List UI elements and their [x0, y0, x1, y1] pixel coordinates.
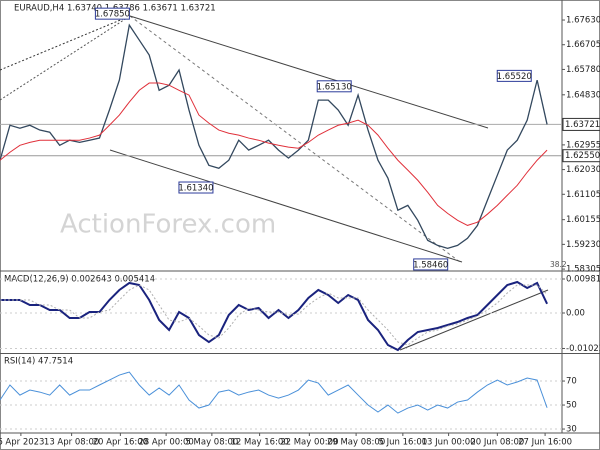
series-line — [0, 284, 548, 346]
macd-title: MACD(12,26,9) 0.002643 0.005414 — [4, 275, 155, 285]
channel-line — [109, 149, 463, 263]
annotation-label: 1.65520 — [497, 72, 532, 82]
x-tick-label: 29 May 08:00 — [327, 438, 385, 448]
y-tick-label: 1.65780 — [566, 65, 600, 75]
annotation-label: 1.61340 — [178, 184, 213, 194]
y-tick-label: 1.59230 — [566, 240, 600, 250]
x-tick-label: 12 May 16:00 — [230, 438, 288, 448]
series-line — [0, 23, 548, 250]
series-line — [0, 82, 548, 226]
x-tick-label: 22 May 00:00 — [280, 438, 338, 448]
x-tick-label: 20 Apr 16:00 — [93, 438, 148, 448]
annotation-box — [178, 181, 214, 194]
y-tick-label: 0.00 — [566, 309, 585, 319]
x-tick-label: 20 Jun 08:00 — [470, 438, 524, 448]
y-tick-label: -0.010235 — [566, 344, 600, 354]
x-tick-label: 27 Jun 16:00 — [518, 438, 572, 448]
x-tick-label: 5 Jun 16:00 — [379, 438, 428, 448]
x-tick-label: 28 Apr 00:00 — [138, 438, 193, 448]
trend-line — [0, 15, 131, 101]
y-tick-label: 1.61105 — [566, 190, 600, 200]
y-tick-label: 1.64830 — [566, 90, 600, 100]
price-tag-label: 1.62550 — [565, 151, 600, 161]
annotation-box — [94, 7, 130, 20]
trend-line — [0, 15, 131, 71]
trend-line — [129, 15, 461, 263]
x-tick-label: 13 Apr 08:00 — [44, 438, 99, 448]
annotation-box — [413, 258, 449, 271]
y-tick-label: 1.62030 — [566, 165, 600, 175]
annotation-box — [316, 80, 352, 93]
y-tick-label: 1.62955 — [566, 140, 600, 150]
x-tick-label: 6 Apr 2023 — [0, 438, 44, 448]
annotation-box — [496, 69, 532, 82]
x-tick-label: 13 Jun 00:00 — [422, 438, 476, 448]
price-tag-label: 1.63721 — [565, 120, 600, 130]
x-tick-label: 5 May 08:00 — [185, 438, 238, 448]
series-line — [0, 371, 548, 414]
price-tag — [562, 117, 600, 131]
y-tick-label: 30 — [566, 425, 577, 435]
y-tick-label: 0.00981 — [566, 275, 600, 285]
y-tick-label: 1.58305 — [566, 265, 600, 275]
channel-line — [129, 15, 489, 129]
annotation-label: 1.65130 — [317, 82, 352, 92]
fib-label: 38.2 — [550, 260, 567, 269]
y-tick-label: 70 — [566, 377, 577, 387]
y-tick-label: 1.67630 — [566, 16, 600, 26]
annotation-label: 1.67850 — [95, 10, 130, 20]
series-line — [0, 280, 548, 352]
price-tag — [562, 149, 600, 163]
annotation-label: 1.58460 — [413, 260, 448, 270]
watermark: ActionForex.com — [60, 210, 276, 240]
rsi-title: RSI(14) 47.7514 — [4, 357, 73, 367]
y-tick-label: 1.66705 — [566, 40, 600, 50]
y-tick-label: 1.60155 — [566, 215, 600, 225]
macd-trend-line — [399, 289, 549, 351]
y-tick-label: 50 — [566, 401, 577, 411]
